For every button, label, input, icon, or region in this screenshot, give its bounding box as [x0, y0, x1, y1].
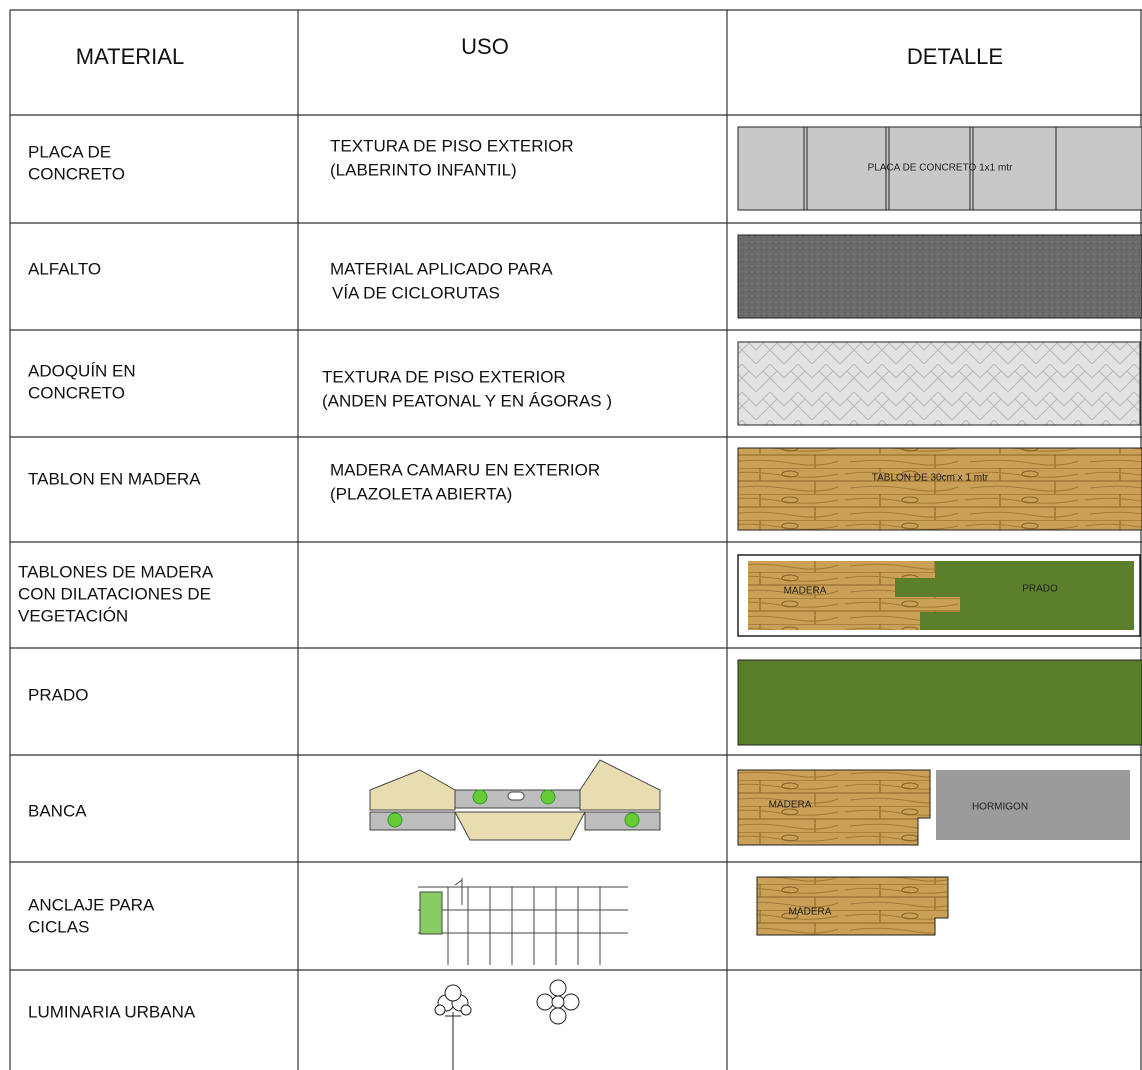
swatch-label: HORMIGON [972, 802, 1028, 813]
usage-text: (ANDEN PEATONAL Y EN ÁGORAS ) [322, 391, 612, 410]
column-header: DETALLE [907, 44, 1003, 69]
usage-text: (PLAZOLETA ABIERTA) [330, 484, 512, 503]
material-name: TABLON EN MADERA [28, 469, 201, 488]
swatch-label: PRADO [1022, 584, 1058, 595]
usage-text: (LABERINTO INFANTIL) [330, 160, 517, 179]
material-name: CONCRETO [28, 383, 125, 402]
streetlight-icon [434, 979, 580, 1070]
swatch-label: PLACA DE CONCRETO 1x1 mtr [868, 163, 1014, 174]
swatch-label: TABLON DE 30cm x 1 mtr [872, 473, 989, 484]
column-header: MATERIAL [76, 44, 184, 69]
swatches [737, 126, 1142, 936]
usage-text: MADERA CAMARU EN EXTERIOR [330, 460, 600, 479]
material-name: BANCA [28, 801, 87, 820]
bench-icon [369, 759, 661, 841]
material-name: PLACA DE [28, 142, 111, 161]
bike-rack-icon [418, 878, 628, 965]
column-header: USO [461, 34, 509, 59]
swatch-label: MADERA [769, 800, 812, 811]
material-name: VEGETACIÓN [18, 606, 128, 625]
swatch-label: MADERA [789, 907, 832, 918]
material-name: TABLONES DE MADERA [18, 562, 214, 581]
material-name: CONCRETO [28, 164, 125, 183]
material-name: ANCLAJE PARA [28, 895, 155, 914]
material-name: LUMINARIA URBANA [28, 1002, 196, 1021]
usage-text: MATERIAL APLICADO PARA [330, 259, 553, 278]
usage-text: VÍA DE CICLORUTAS [332, 283, 500, 302]
material-name: PRADO [28, 685, 88, 704]
swatch-label: MADERA [784, 586, 827, 597]
material-name: ALFALTO [28, 259, 101, 278]
material-name: ADOQUÍN EN [28, 361, 136, 380]
material-name: CON DILATACIONES DE [18, 584, 211, 603]
usage-text: TEXTURA DE PISO EXTERIOR [330, 136, 574, 155]
material-name: CICLAS [28, 917, 89, 936]
usage-text: TEXTURA DE PISO EXTERIOR [322, 367, 566, 386]
